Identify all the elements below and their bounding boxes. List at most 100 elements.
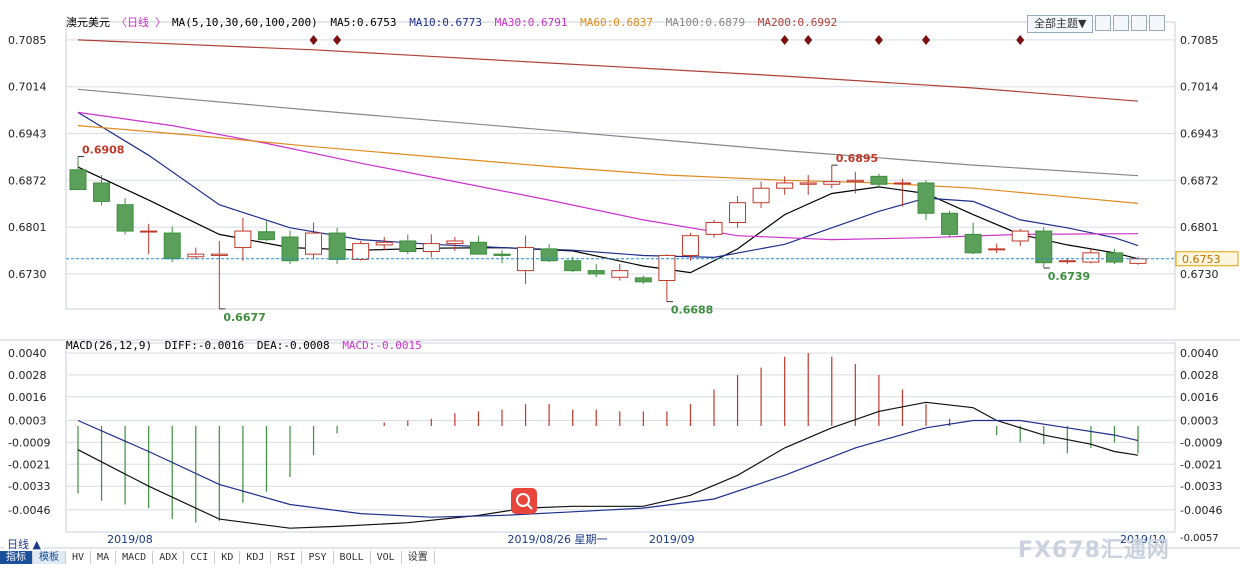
ma200-label: MA200:0.6992: [757, 16, 838, 29]
magnifier-icon[interactable]: [511, 488, 537, 514]
ma-legend: 澳元美元 〈日线〉 MA(5,10,30,60,100,200) MA5:0.675…: [66, 14, 843, 30]
symbol-title: 澳元美元: [66, 16, 110, 29]
price-annotation: 0.6688: [671, 304, 713, 317]
candle-body: [564, 260, 582, 272]
candle-body: [469, 241, 487, 255]
candle-body: [1058, 260, 1076, 263]
tab-kd[interactable]: KD: [215, 551, 241, 564]
macd-panel-frame: [65, 342, 1176, 533]
ma-line-ma60: [77, 125, 1139, 204]
current-price-label: 0.6753: [1182, 253, 1221, 266]
macd-tick-label-right: 0.0003: [1180, 415, 1219, 428]
candle-body: [799, 182, 817, 185]
ma-line-ma30: [77, 111, 1139, 241]
tab-settings[interactable]: 设置: [402, 551, 435, 564]
macd-tick-label-right: 0.0016: [1180, 391, 1219, 404]
macd-value-label: MACD:-0.0015: [342, 339, 422, 352]
settings-icon[interactable]: [1149, 15, 1166, 31]
macd-tick-label-left: -0.0046: [8, 504, 50, 517]
event-diamond-marker: [1016, 35, 1025, 45]
candle-body: [1105, 252, 1123, 263]
candle-body: [658, 254, 676, 282]
tab-boll[interactable]: BOLL: [334, 551, 371, 564]
price-tick-label-left: 0.7085: [8, 34, 47, 47]
tab-adx[interactable]: ADX: [153, 551, 185, 564]
candle-body: [422, 243, 440, 253]
candle-body: [917, 182, 935, 214]
macd-dea-line: [77, 419, 1139, 518]
macd-bottom-label: -0.0057: [1180, 533, 1219, 544]
price-tick-label-left: 0.6801: [8, 221, 47, 234]
period-tag: 〈日线〉: [116, 16, 166, 29]
candle-body: [1129, 258, 1147, 264]
tab-rsi[interactable]: RSI: [271, 551, 303, 564]
tab-cci[interactable]: CCI: [184, 551, 216, 564]
candle-body: [257, 231, 275, 241]
watermark-logo: FX678汇通网: [1018, 538, 1170, 563]
macd-tick-label-left: 0.0003: [8, 415, 47, 428]
candle-body: [587, 270, 605, 275]
candle-body: [964, 233, 982, 254]
price-annotation: 0.6895: [836, 152, 878, 165]
date-axis-label: 2019/10: [1120, 533, 1166, 546]
tab-vol[interactable]: VOL: [371, 551, 402, 564]
macd-tick-label-right: -0.0046: [1180, 504, 1222, 517]
ma10-label: MA10:0.6773: [409, 16, 483, 29]
candle-body: [893, 182, 911, 185]
tab-psy[interactable]: PSY: [302, 551, 334, 564]
ma5-label: MA5:0.6753: [330, 16, 397, 29]
price-annotation: 0.6677: [223, 311, 265, 324]
price-tick-label-right: 0.6730: [1180, 268, 1219, 281]
ma-line-ma200: [77, 39, 1139, 102]
price-annotation: 0.6739: [1048, 270, 1090, 283]
price-tick-label-left: 0.7014: [8, 81, 47, 94]
price-tick-label-right: 0.7085: [1180, 34, 1219, 47]
macd-tick-label-left: -0.0021: [8, 458, 50, 471]
zoom-in-icon[interactable]: [1095, 15, 1112, 31]
candle-body: [69, 169, 87, 191]
event-diamond-marker: [874, 35, 883, 45]
candle-body: [281, 236, 299, 262]
candle-body: [870, 175, 888, 185]
tab-templates[interactable]: 模板: [33, 551, 66, 564]
zoom-out-icon[interactable]: [1113, 15, 1130, 31]
tab-ma[interactable]: MA: [91, 551, 117, 564]
macd-params: MACD(26,12,9): [66, 339, 153, 352]
tab-macd[interactable]: MACD: [116, 551, 154, 564]
candle-body: [352, 243, 370, 260]
macd-tick-label-right: -0.0033: [1180, 480, 1222, 493]
tab-kdj[interactable]: KDJ: [240, 551, 272, 564]
tab-indicators[interactable]: 指标: [0, 551, 33, 564]
candle-body: [328, 232, 346, 260]
macd-tick-label-left: -0.0033: [8, 480, 50, 493]
candle-body: [305, 232, 323, 255]
ma-line-ma100: [77, 88, 1139, 177]
candle-body: [705, 222, 723, 235]
macd-tick-label-right: -0.0009: [1180, 436, 1222, 449]
candle-body: [399, 240, 417, 253]
ma60-label: MA60:0.6837: [580, 16, 654, 29]
macd-diff-line: [77, 401, 1139, 529]
candle-body: [1011, 230, 1029, 242]
current-price-box: [1175, 251, 1239, 267]
macd-diff-label: DIFF:-0.0016: [164, 339, 245, 352]
theme-select-button[interactable]: 全部主题▼: [1027, 15, 1094, 33]
candle-body: [187, 253, 205, 258]
macd-tick-label-left: 0.0016: [8, 391, 47, 404]
candle-body: [823, 181, 841, 185]
candle-body: [446, 240, 464, 245]
indicator-tabs: 指标 模板 HV MA MACD ADX CCI KD KDJ RSI PSY …: [0, 551, 435, 564]
period-selector[interactable]: 日线 ▲: [4, 536, 44, 552]
ma30-label: MA30:0.6791: [494, 16, 568, 29]
toggle-grid-icon[interactable]: [1131, 15, 1148, 31]
macd-legend: MACD(26,12,9) DIFF:-0.0016 DEA:-0.0008 M…: [66, 339, 428, 352]
candle-body: [163, 232, 181, 260]
tab-hv[interactable]: HV: [66, 551, 92, 564]
candle-body: [540, 248, 558, 262]
candle-body: [1082, 252, 1100, 263]
price-tick-label-right: 0.6801: [1180, 221, 1219, 234]
ma100-label: MA100:0.6879: [665, 16, 746, 29]
event-diamond-marker: [333, 35, 342, 45]
date-axis-label: 2019/08: [107, 533, 153, 546]
